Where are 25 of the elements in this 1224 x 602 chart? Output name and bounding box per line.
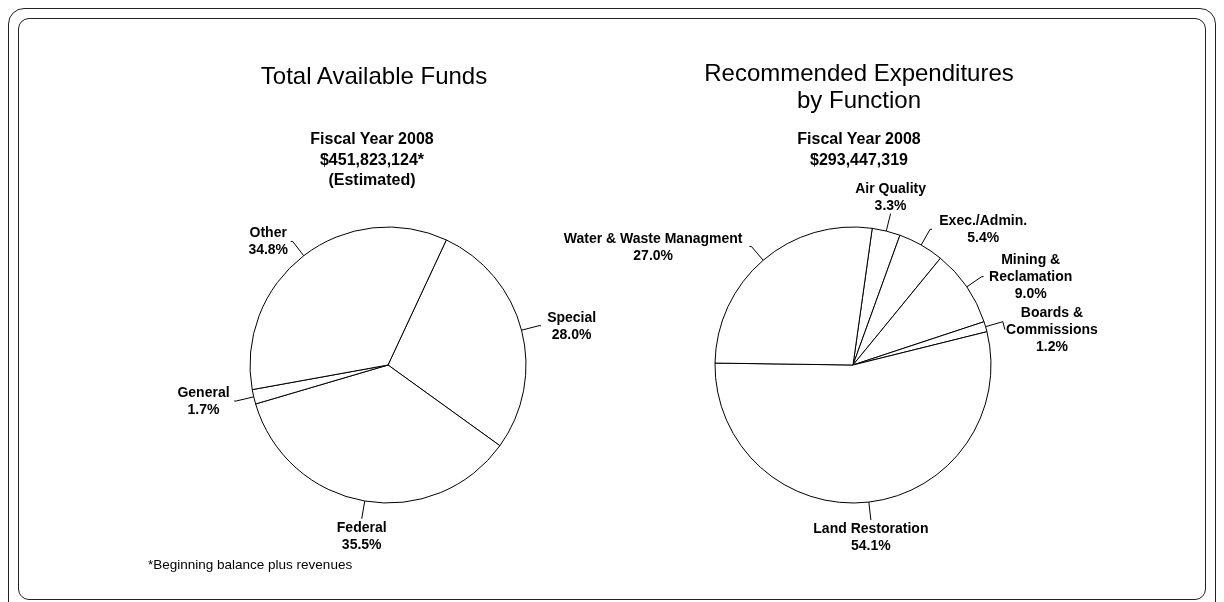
slice-label: Other bbox=[249, 224, 288, 241]
slice-label: Federal bbox=[336, 518, 387, 535]
data-label: 3.3% bbox=[874, 196, 908, 213]
slice-label: Mining & Reclamation bbox=[989, 251, 1073, 285]
data-label: 34.8% bbox=[248, 241, 289, 258]
data-label: 35.5% bbox=[341, 535, 383, 552]
chart-subtitle: Fiscal Year 2008 $293,447,319 bbox=[796, 129, 922, 170]
data-label: 1.2% bbox=[1036, 338, 1069, 355]
slice-label: General bbox=[177, 383, 230, 400]
slice-label: Boards & Commissions bbox=[1006, 304, 1099, 338]
text: *Beginning balance plus revenues bbox=[148, 557, 353, 572]
data-label: 1.7% bbox=[187, 400, 221, 417]
data-label: 27.0% bbox=[633, 246, 674, 263]
data-label: 9.0% bbox=[1014, 285, 1048, 302]
data-label: 28.0% bbox=[551, 325, 593, 342]
data-label: 54.1% bbox=[851, 536, 892, 553]
data-label: 5.4% bbox=[967, 229, 1000, 246]
chart-subtitle: Fiscal Year 2008 $451,823,124* (Estimated) bbox=[309, 129, 435, 190]
slice-label: Air Quality bbox=[855, 179, 927, 196]
slice-label: Land Restoration bbox=[813, 519, 929, 536]
chart-title: Recommended Expenditures by Function bbox=[703, 59, 1015, 113]
slice-label: Exec./Admin. bbox=[939, 212, 1028, 229]
slice-label: Special bbox=[547, 308, 597, 325]
slice-label: Water & Waste Managment bbox=[563, 229, 743, 246]
chart-title: Total Available Funds bbox=[259, 62, 489, 89]
